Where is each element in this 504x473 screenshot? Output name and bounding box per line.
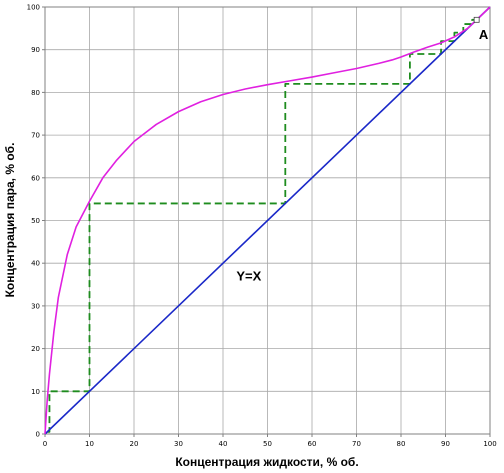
steps-line (47, 18, 477, 433)
x-tick-label: 10 (85, 440, 94, 448)
x-tick-label: 90 (441, 440, 450, 448)
annotation-label: Y=X (236, 268, 261, 283)
y-tick-label: 20 (31, 345, 40, 353)
x-tick-label: 20 (130, 440, 139, 448)
x-tick-label: 80 (397, 440, 406, 448)
x-tick-label: 50 (263, 440, 272, 448)
y-axis-label: Концентрация пара, % об. (3, 143, 17, 298)
y-tick-label: 80 (31, 89, 40, 97)
x-tick-label: 40 (219, 440, 228, 448)
y-tick-label: 40 (31, 260, 40, 268)
x-axis-ticks: 0 10 20 30 40 50 60 70 80 90 100 (43, 434, 497, 448)
y-tick-label: 70 (31, 132, 40, 140)
x-tick-label: 100 (483, 440, 496, 448)
annotation-label: A (479, 27, 489, 42)
y-tick-label: 10 (31, 388, 40, 396)
x-tick-label: 0 (43, 440, 47, 448)
y-tick-label: 50 (31, 217, 40, 225)
diagonal-line (44, 6, 491, 435)
y-tick-label: 60 (31, 174, 40, 182)
point-a-marker (473, 16, 480, 23)
x-tick-label: 60 (308, 440, 317, 448)
x-axis-label: Концентрация жидкости, % об. (175, 455, 358, 469)
y-tick-label: 100 (27, 4, 40, 12)
x-tick-label: 70 (352, 440, 361, 448)
equilibrium-line (44, 6, 491, 435)
y-tick-label: 0 (36, 431, 40, 439)
series-layer (44, 6, 491, 435)
y-tick-label: 90 (31, 46, 40, 54)
y-tick-label: 30 (31, 302, 40, 310)
x-tick-label: 30 (174, 440, 183, 448)
y-axis-ticks: 0 10 20 30 40 50 60 70 80 90 100 (27, 4, 45, 439)
annotation-layer: Y=X A (236, 27, 489, 283)
